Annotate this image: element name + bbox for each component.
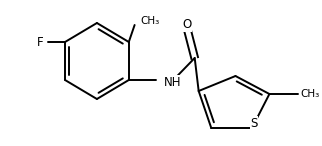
- Text: O: O: [182, 18, 192, 31]
- Text: NH: NH: [164, 75, 181, 88]
- Text: S: S: [250, 117, 258, 130]
- Text: CH₃: CH₃: [300, 89, 320, 99]
- Text: F: F: [37, 35, 44, 48]
- Text: CH₃: CH₃: [140, 16, 160, 26]
